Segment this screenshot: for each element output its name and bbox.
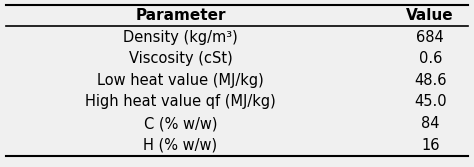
Text: 684: 684 xyxy=(416,30,444,45)
Text: H (% w/w): H (% w/w) xyxy=(144,138,218,153)
Text: Viscosity (cSt): Viscosity (cSt) xyxy=(128,51,232,66)
Text: Density (kg/m³): Density (kg/m³) xyxy=(123,30,238,45)
Text: 45.0: 45.0 xyxy=(414,94,447,109)
Text: Parameter: Parameter xyxy=(135,8,226,23)
Text: 84: 84 xyxy=(421,116,439,131)
Text: 0.6: 0.6 xyxy=(419,51,442,66)
Text: Low heat value (MJ/kg): Low heat value (MJ/kg) xyxy=(97,73,264,88)
Text: High heat value qf (MJ/kg): High heat value qf (MJ/kg) xyxy=(85,94,276,109)
Text: C (% w/w): C (% w/w) xyxy=(144,116,217,131)
Text: 16: 16 xyxy=(421,138,439,153)
Text: Value: Value xyxy=(406,8,454,23)
Text: 48.6: 48.6 xyxy=(414,73,447,88)
